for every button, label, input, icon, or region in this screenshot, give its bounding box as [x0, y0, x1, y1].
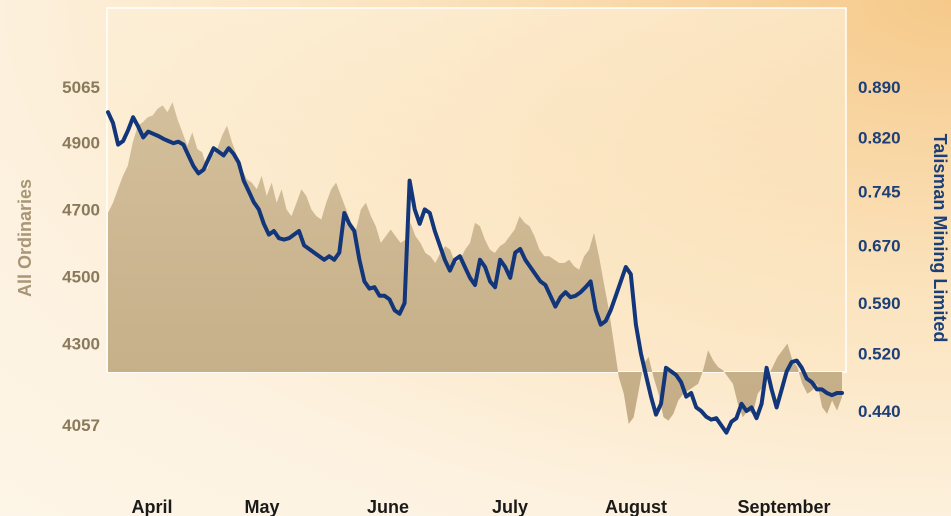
x-tick-label: June — [367, 497, 409, 516]
right-axis-title: Talisman Mining Limited — [930, 134, 950, 343]
x-tick-label: May — [244, 497, 279, 516]
x-tick-label: July — [492, 497, 528, 516]
left-tick-label: 4900 — [62, 133, 100, 152]
left-tick-label: 4057 — [62, 416, 100, 435]
right-tick-label: 0.745 — [858, 182, 901, 201]
right-tick-label: 0.890 — [858, 78, 901, 97]
right-tick-label: 0.440 — [858, 402, 901, 421]
left-tick-label: 4500 — [62, 267, 100, 286]
x-tick-label: August — [605, 497, 667, 516]
talisman-line — [106, 110, 844, 435]
all-ordinaries-area — [108, 102, 842, 424]
right-tick-label: 0.670 — [858, 236, 901, 255]
left-axis-ticks: 5065 4900 4700 4500 4300 4057 — [62, 78, 100, 435]
left-tick-label: 5065 — [62, 78, 100, 97]
left-tick-label: 4700 — [62, 200, 100, 219]
right-tick-label: 0.520 — [858, 344, 901, 363]
x-axis-ticks: April May June July August September — [131, 497, 830, 516]
right-tick-label: 0.820 — [858, 128, 901, 147]
left-tick-label: 4300 — [62, 335, 100, 354]
left-axis-title: All Ordinaries — [15, 179, 35, 297]
x-tick-label: April — [131, 497, 172, 516]
x-tick-label: September — [737, 497, 830, 516]
right-axis-ticks: 0.890 0.820 0.745 0.670 0.590 0.520 0.440 — [858, 78, 901, 421]
right-tick-label: 0.590 — [858, 294, 901, 313]
